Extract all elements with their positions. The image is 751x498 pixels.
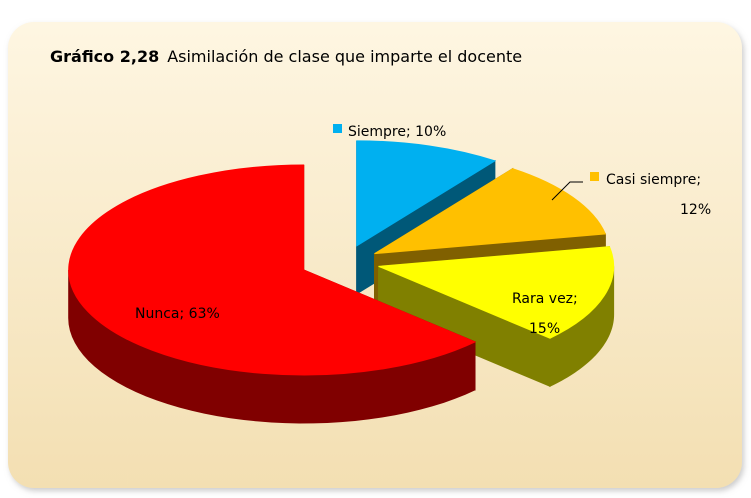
slice — [374, 168, 607, 255]
legend-key — [333, 124, 342, 133]
data-label: Rara vez; 15% — [512, 291, 582, 337]
data-label-line: 12% — [680, 202, 711, 218]
legend-key — [590, 172, 599, 181]
data-label-line: Rara vez; — [512, 291, 582, 307]
data-label: Siempre; 10% — [348, 124, 446, 140]
slice — [68, 164, 477, 376]
data-label: Casi siempre; 12% — [606, 172, 711, 218]
data-label-line: Casi siempre; — [606, 172, 706, 188]
data-label: Nunca; 63% — [135, 306, 220, 322]
data-label-line: 15% — [529, 321, 560, 337]
slice — [378, 246, 615, 339]
legend-key — [485, 291, 494, 300]
figure-label: Gráfico 2,28 — [50, 47, 159, 66]
slice — [356, 140, 497, 247]
leader-line — [551, 181, 583, 201]
chart-title-group: Gráfico 2,28 Asimilación de clase que imp… — [50, 47, 522, 66]
chart-title: Asimilación de clase que imparte el doce… — [167, 47, 522, 66]
